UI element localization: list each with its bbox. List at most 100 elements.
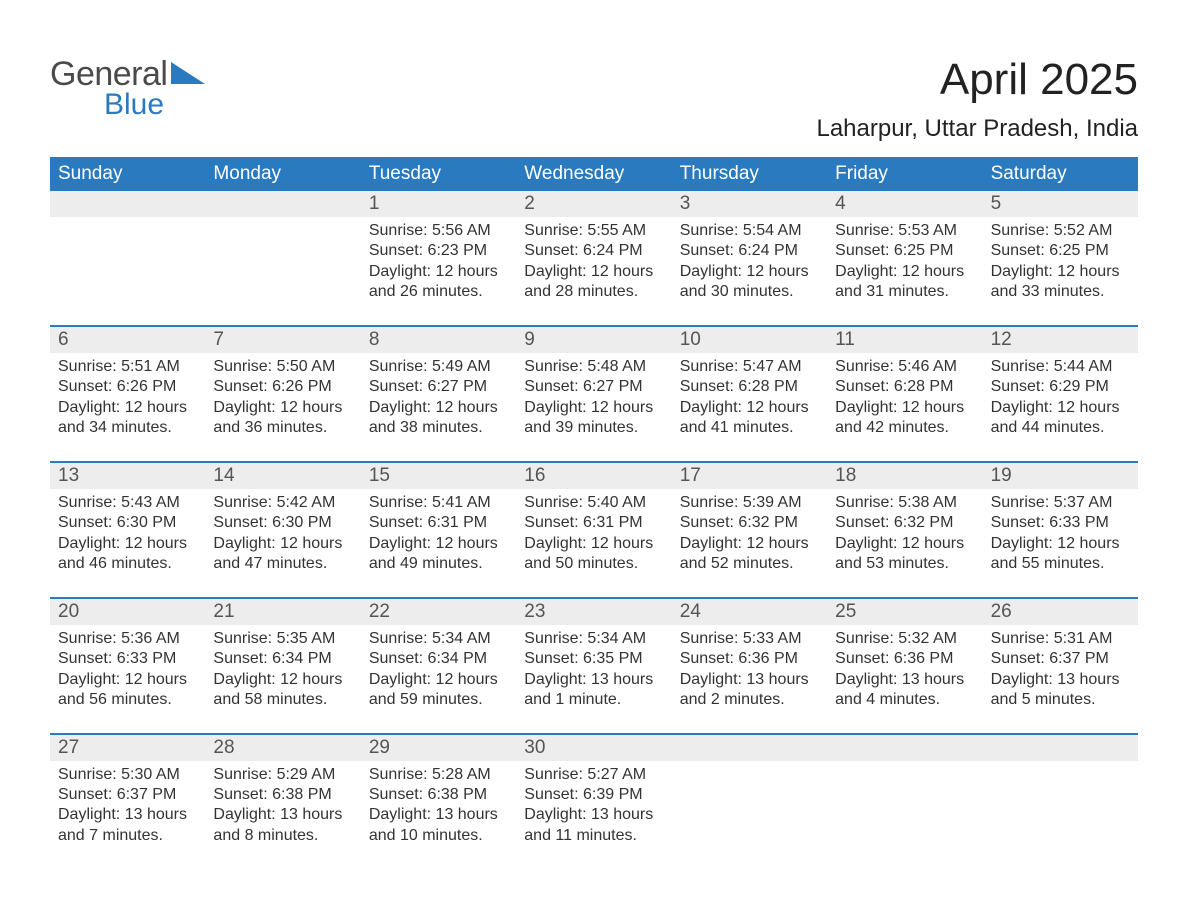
sunset-line: Sunset: 6:29 PM: [991, 377, 1130, 397]
day-number: 16: [516, 463, 671, 489]
calendar-day-cell: [205, 191, 360, 309]
sunset-line: Sunset: 6:31 PM: [369, 513, 508, 533]
day-body: Sunrise: 5:40 AMSunset: 6:31 PMDaylight:…: [516, 489, 671, 581]
day-number: 5: [983, 191, 1138, 217]
sunrise-line: Sunrise: 5:42 AM: [213, 493, 352, 513]
daylight-line: Daylight: 12 hours and 36 minutes.: [213, 398, 352, 439]
daylight-line: Daylight: 13 hours and 11 minutes.: [524, 805, 663, 846]
sunset-line: Sunset: 6:34 PM: [213, 649, 352, 669]
calendar-week: 20Sunrise: 5:36 AMSunset: 6:33 PMDayligh…: [50, 597, 1138, 717]
sunrise-line: Sunrise: 5:51 AM: [58, 357, 197, 377]
daylight-line: Daylight: 12 hours and 50 minutes.: [524, 534, 663, 575]
day-number: [827, 735, 982, 761]
calendar-day-cell: 25Sunrise: 5:32 AMSunset: 6:36 PMDayligh…: [827, 599, 982, 717]
day-number: 9: [516, 327, 671, 353]
day-body: [983, 761, 1138, 847]
day-body: Sunrise: 5:52 AMSunset: 6:25 PMDaylight:…: [983, 217, 1138, 309]
calendar-day-cell: 1Sunrise: 5:56 AMSunset: 6:23 PMDaylight…: [361, 191, 516, 309]
day-number: 13: [50, 463, 205, 489]
sunset-line: Sunset: 6:25 PM: [991, 241, 1130, 261]
calendar-day-cell: 21Sunrise: 5:35 AMSunset: 6:34 PMDayligh…: [205, 599, 360, 717]
daylight-line: Daylight: 13 hours and 7 minutes.: [58, 805, 197, 846]
day-body: Sunrise: 5:32 AMSunset: 6:36 PMDaylight:…: [827, 625, 982, 717]
day-body: Sunrise: 5:43 AMSunset: 6:30 PMDaylight:…: [50, 489, 205, 581]
daylight-line: Daylight: 12 hours and 41 minutes.: [680, 398, 819, 439]
calendar-day-cell: 29Sunrise: 5:28 AMSunset: 6:38 PMDayligh…: [361, 735, 516, 853]
calendar-day-cell: 27Sunrise: 5:30 AMSunset: 6:37 PMDayligh…: [50, 735, 205, 853]
sunset-line: Sunset: 6:30 PM: [213, 513, 352, 533]
sunset-line: Sunset: 6:33 PM: [58, 649, 197, 669]
calendar-day-cell: 6Sunrise: 5:51 AMSunset: 6:26 PMDaylight…: [50, 327, 205, 445]
sunrise-line: Sunrise: 5:39 AM: [680, 493, 819, 513]
weekday-header: Monday: [205, 157, 360, 191]
daylight-line: Daylight: 13 hours and 2 minutes.: [680, 670, 819, 711]
day-number: 24: [672, 599, 827, 625]
day-body: Sunrise: 5:46 AMSunset: 6:28 PMDaylight:…: [827, 353, 982, 445]
calendar-day-cell: [983, 735, 1138, 853]
day-body: Sunrise: 5:44 AMSunset: 6:29 PMDaylight:…: [983, 353, 1138, 445]
daylight-line: Daylight: 13 hours and 5 minutes.: [991, 670, 1130, 711]
day-number: 12: [983, 327, 1138, 353]
day-number: 1: [361, 191, 516, 217]
daylight-line: Daylight: 13 hours and 10 minutes.: [369, 805, 508, 846]
sunrise-line: Sunrise: 5:50 AM: [213, 357, 352, 377]
day-number: 11: [827, 327, 982, 353]
sunset-line: Sunset: 6:35 PM: [524, 649, 663, 669]
sunset-line: Sunset: 6:26 PM: [58, 377, 197, 397]
sunset-line: Sunset: 6:23 PM: [369, 241, 508, 261]
daylight-line: Daylight: 12 hours and 55 minutes.: [991, 534, 1130, 575]
daylight-line: Daylight: 12 hours and 39 minutes.: [524, 398, 663, 439]
sunset-line: Sunset: 6:36 PM: [680, 649, 819, 669]
day-body: [50, 217, 205, 303]
sunset-line: Sunset: 6:39 PM: [524, 785, 663, 805]
daylight-line: Daylight: 12 hours and 58 minutes.: [213, 670, 352, 711]
calendar-day-cell: 20Sunrise: 5:36 AMSunset: 6:33 PMDayligh…: [50, 599, 205, 717]
daylight-line: Daylight: 12 hours and 52 minutes.: [680, 534, 819, 575]
daylight-line: Daylight: 13 hours and 8 minutes.: [213, 805, 352, 846]
calendar-day-cell: 17Sunrise: 5:39 AMSunset: 6:32 PMDayligh…: [672, 463, 827, 581]
day-body: Sunrise: 5:56 AMSunset: 6:23 PMDaylight:…: [361, 217, 516, 309]
logo-flag-icon: [171, 62, 205, 84]
calendar-day-cell: 8Sunrise: 5:49 AMSunset: 6:27 PMDaylight…: [361, 327, 516, 445]
day-body: [827, 761, 982, 847]
calendar-day-cell: 9Sunrise: 5:48 AMSunset: 6:27 PMDaylight…: [516, 327, 671, 445]
location-subtitle: Laharpur, Uttar Pradesh, India: [816, 115, 1138, 143]
day-body: Sunrise: 5:28 AMSunset: 6:38 PMDaylight:…: [361, 761, 516, 853]
sunset-line: Sunset: 6:33 PM: [991, 513, 1130, 533]
day-body: Sunrise: 5:35 AMSunset: 6:34 PMDaylight:…: [205, 625, 360, 717]
day-number: 30: [516, 735, 671, 761]
calendar-week: 27Sunrise: 5:30 AMSunset: 6:37 PMDayligh…: [50, 733, 1138, 853]
sunset-line: Sunset: 6:28 PM: [835, 377, 974, 397]
calendar-week: 13Sunrise: 5:43 AMSunset: 6:30 PMDayligh…: [50, 461, 1138, 581]
weekday-header: Saturday: [983, 157, 1138, 191]
calendar-day-cell: 28Sunrise: 5:29 AMSunset: 6:38 PMDayligh…: [205, 735, 360, 853]
calendar: SundayMondayTuesdayWednesdayThursdayFrid…: [50, 157, 1138, 852]
sunset-line: Sunset: 6:36 PM: [835, 649, 974, 669]
sunrise-line: Sunrise: 5:41 AM: [369, 493, 508, 513]
daylight-line: Daylight: 12 hours and 28 minutes.: [524, 262, 663, 303]
daylight-line: Daylight: 12 hours and 47 minutes.: [213, 534, 352, 575]
day-body: Sunrise: 5:30 AMSunset: 6:37 PMDaylight:…: [50, 761, 205, 853]
day-number: 27: [50, 735, 205, 761]
sunset-line: Sunset: 6:28 PM: [680, 377, 819, 397]
sunrise-line: Sunrise: 5:48 AM: [524, 357, 663, 377]
sunrise-line: Sunrise: 5:47 AM: [680, 357, 819, 377]
day-body: Sunrise: 5:49 AMSunset: 6:27 PMDaylight:…: [361, 353, 516, 445]
calendar-day-cell: 30Sunrise: 5:27 AMSunset: 6:39 PMDayligh…: [516, 735, 671, 853]
day-body: Sunrise: 5:33 AMSunset: 6:36 PMDaylight:…: [672, 625, 827, 717]
sunset-line: Sunset: 6:32 PM: [835, 513, 974, 533]
daylight-line: Daylight: 12 hours and 42 minutes.: [835, 398, 974, 439]
day-number: 25: [827, 599, 982, 625]
calendar-day-cell: 18Sunrise: 5:38 AMSunset: 6:32 PMDayligh…: [827, 463, 982, 581]
sunrise-line: Sunrise: 5:28 AM: [369, 765, 508, 785]
sunrise-line: Sunrise: 5:34 AM: [524, 629, 663, 649]
sunrise-line: Sunrise: 5:30 AM: [58, 765, 197, 785]
day-body: Sunrise: 5:36 AMSunset: 6:33 PMDaylight:…: [50, 625, 205, 717]
daylight-line: Daylight: 12 hours and 46 minutes.: [58, 534, 197, 575]
calendar-day-cell: 16Sunrise: 5:40 AMSunset: 6:31 PMDayligh…: [516, 463, 671, 581]
sunset-line: Sunset: 6:27 PM: [369, 377, 508, 397]
day-body: Sunrise: 5:55 AMSunset: 6:24 PMDaylight:…: [516, 217, 671, 309]
sunrise-line: Sunrise: 5:38 AM: [835, 493, 974, 513]
sunrise-line: Sunrise: 5:46 AM: [835, 357, 974, 377]
sunrise-line: Sunrise: 5:55 AM: [524, 221, 663, 241]
